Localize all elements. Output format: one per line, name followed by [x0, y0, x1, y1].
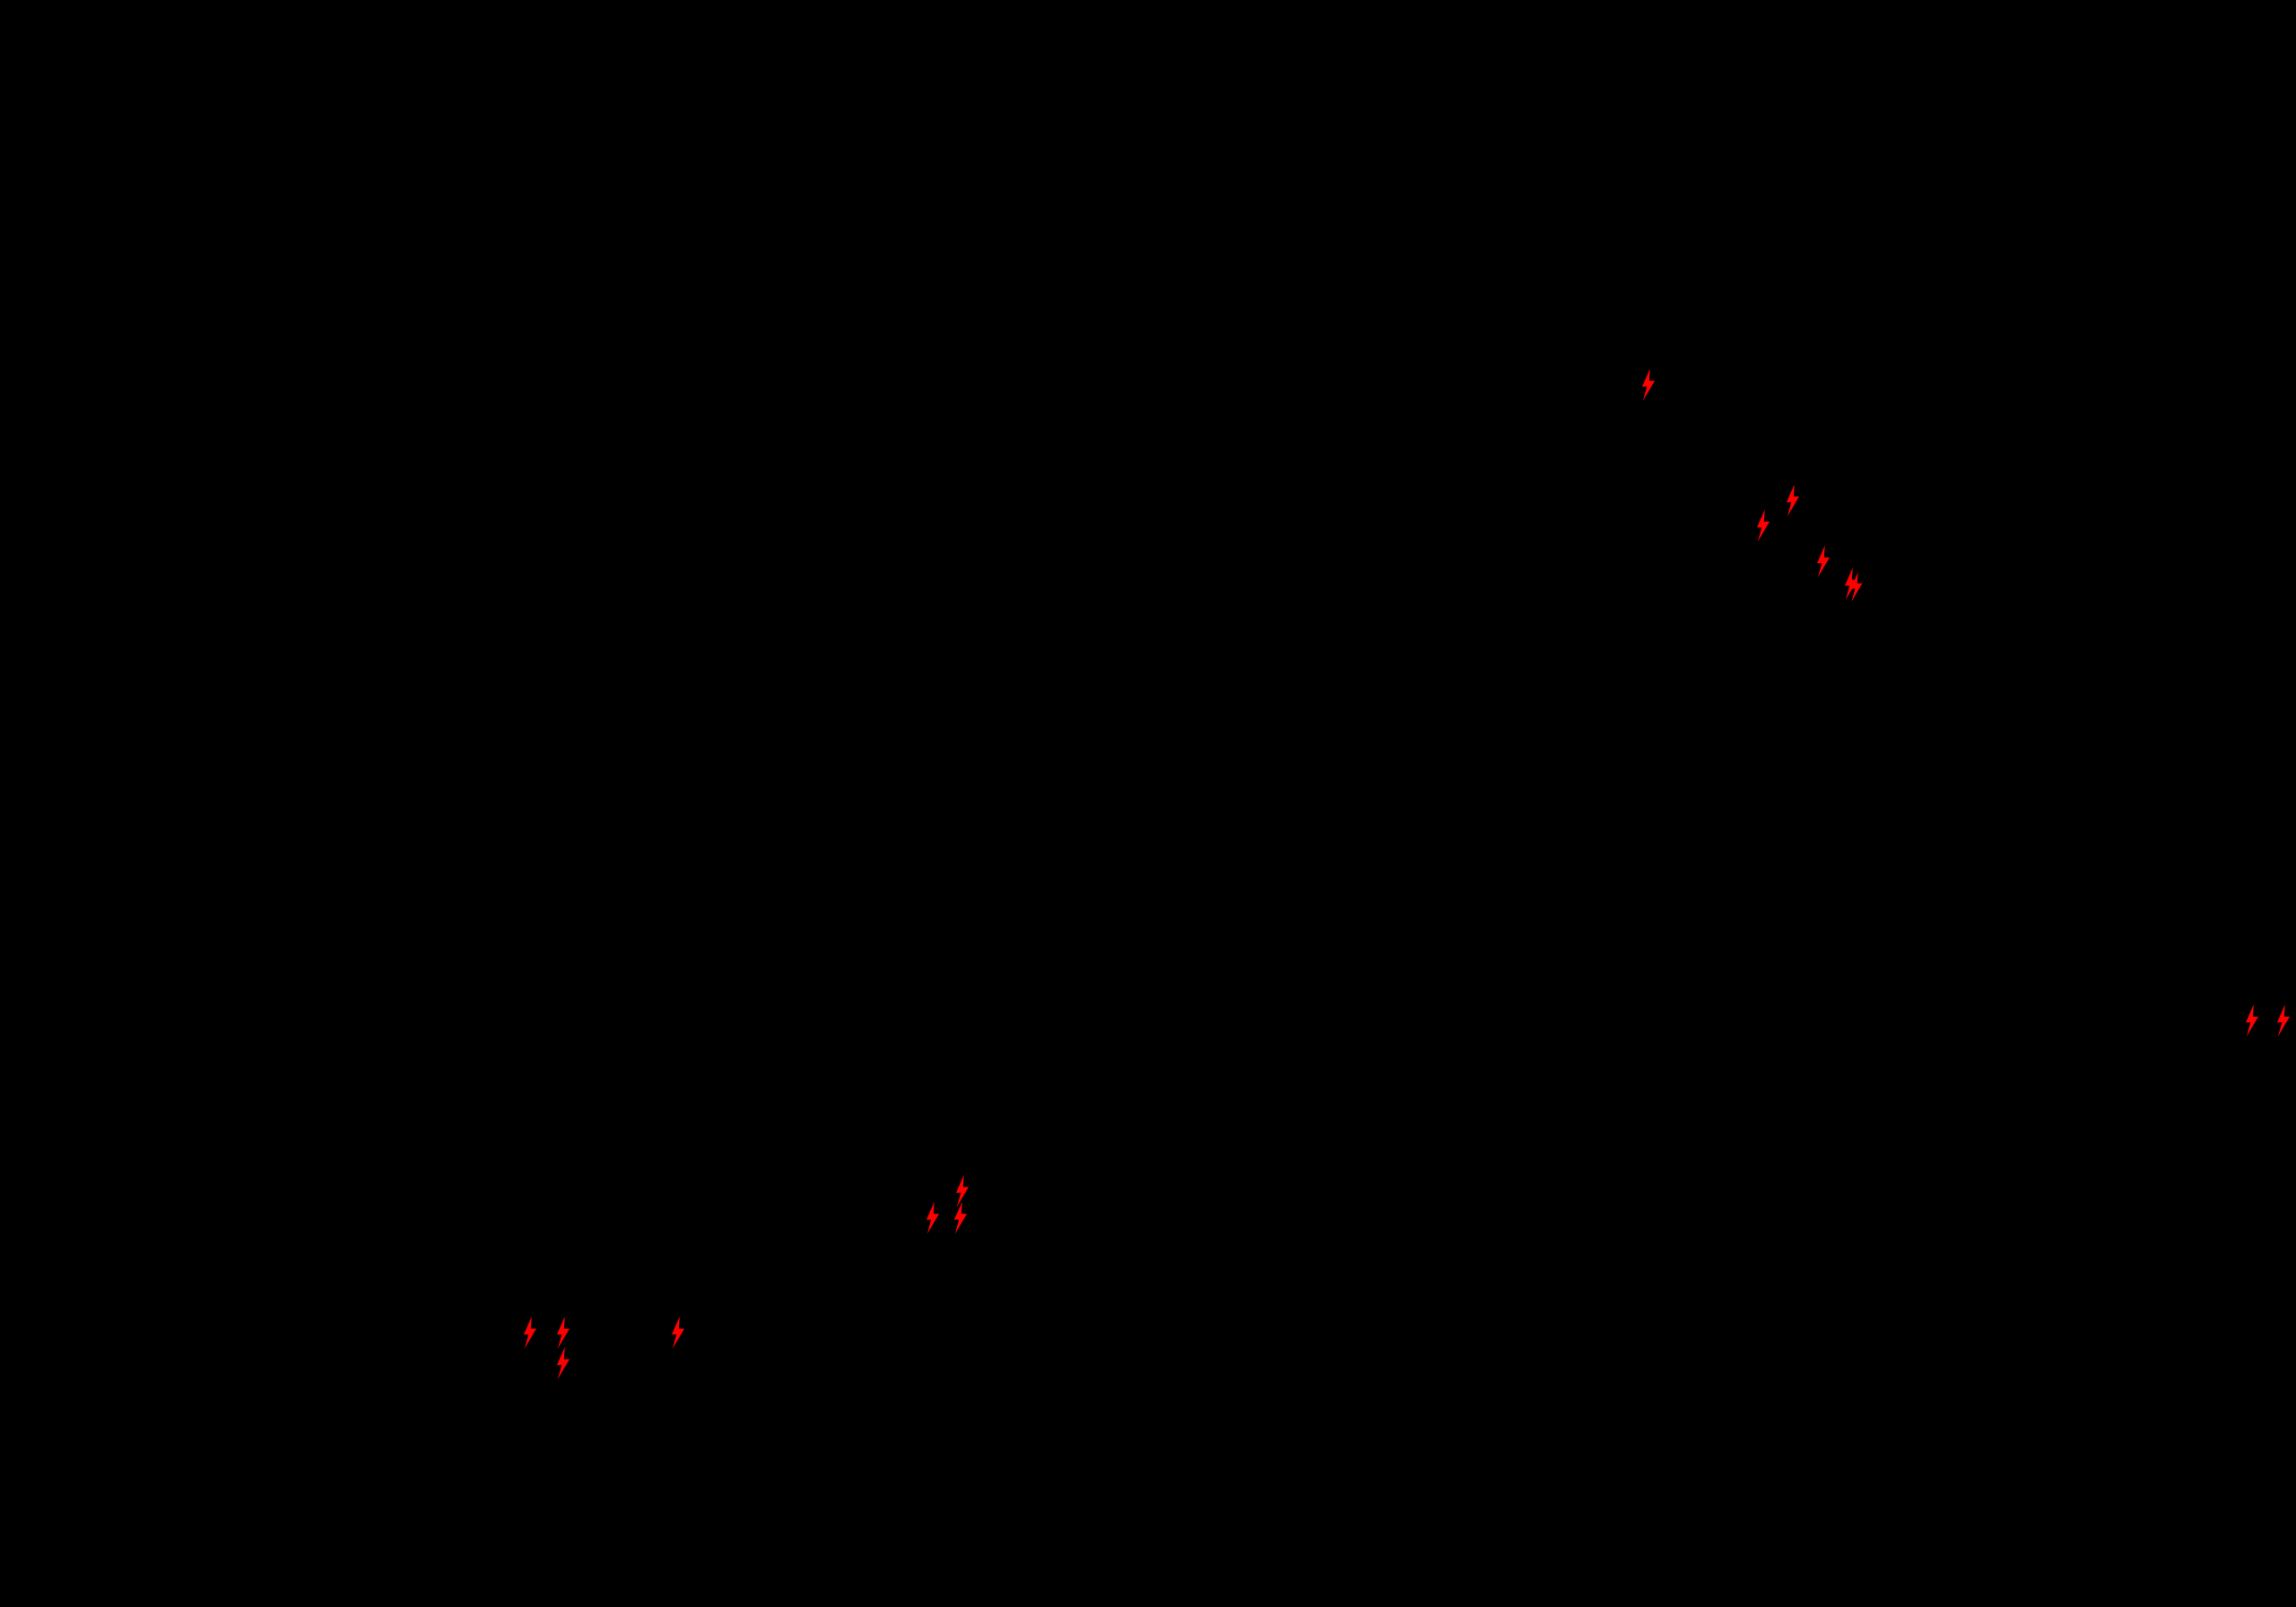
lightning-bolt-icon[interactable]	[1639, 369, 1658, 401]
lightning-bolt-icon[interactable]	[553, 1316, 573, 1349]
lightning-bolt-icon[interactable]	[2274, 1004, 2293, 1037]
lightning-bolt-icon[interactable]	[668, 1316, 688, 1349]
lightning-bolt-icon[interactable]	[520, 1316, 540, 1349]
lightning-bolt-icon[interactable]	[1753, 509, 1773, 542]
lightning-bolt-icon[interactable]	[1813, 545, 1833, 578]
lightning-bolt-icon[interactable]	[1841, 568, 1861, 600]
lightning-bolt-icon[interactable]	[2242, 1004, 2262, 1037]
lightning-bolt-icon[interactable]	[1848, 572, 1866, 602]
lightning-bolt-icon[interactable]	[951, 1202, 970, 1234]
lightning-bolt-icon[interactable]	[923, 1202, 943, 1234]
lightning-bolt-icon[interactable]	[1783, 484, 1803, 517]
lightning-bolt-icon[interactable]	[553, 1347, 573, 1379]
lightning-bolt-icon[interactable]	[952, 1175, 972, 1207]
